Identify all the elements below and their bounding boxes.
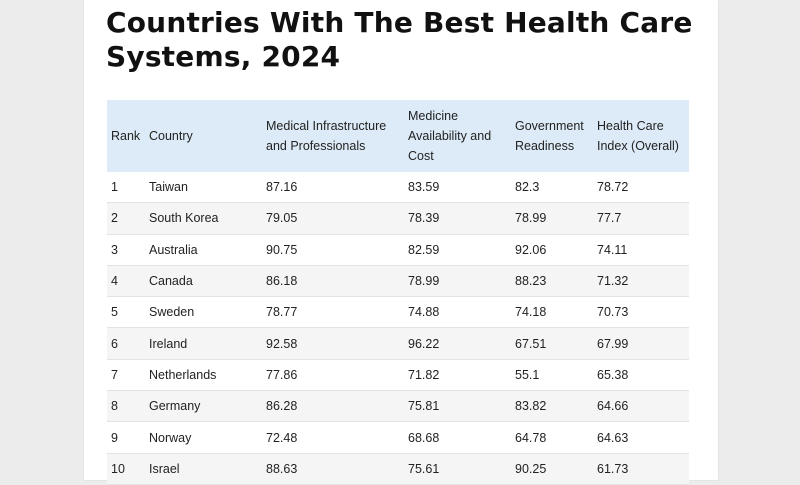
cell-rank: 1 [107,172,145,204]
cell-rank: 2 [107,202,145,235]
cell-rank: 7 [107,359,145,392]
cell-medicine-availability: 78.99 [404,265,511,298]
cell-rank: 9 [107,421,145,454]
cell-medicine-availability: 78.39 [404,202,511,235]
cell-health-care-index: 74.11 [593,234,689,266]
cell-government-readiness: 83.82 [511,390,593,423]
header-country: Country [149,129,193,143]
cell-government-readiness: 64.78 [511,421,593,454]
cell-health-care-index: 71.32 [593,265,689,298]
cell-medicine-availability: 82.59 [404,234,511,266]
table-row: 3 Australia 90.75 82.59 92.06 74.11 [107,234,689,266]
cell-country: South Korea [145,202,262,235]
table-body: 1 Taiwan 87.16 83.59 82.3 78.72 2 South Korea 79… [107,172,689,485]
document-page: Countries With The Best Health Care Syst… [84,0,718,485]
cell-country: Ireland [145,327,262,360]
cell-health-care-index: 64.66 [593,390,689,423]
cell-health-care-index: 65.38 [593,359,689,392]
cell-medical-infrastructure: 86.28 [262,390,404,423]
table-header-row: Rank Country Medical Infrastructure and … [107,100,689,172]
header-health-care-index: Health Care Index (Overall) [597,119,679,153]
cell-country: Canada [145,265,262,298]
cell-health-care-index: 77.7 [593,202,689,235]
cell-medicine-availability: 68.68 [404,421,511,454]
table-row: 9 Norway 72.48 68.68 64.78 64.63 [107,421,689,454]
cell-country: Netherlands [145,359,262,392]
cell-medicine-availability: 83.59 [404,172,511,204]
cell-health-care-index: 70.73 [593,296,689,329]
table-row: 2 South Korea 79.05 78.39 78.99 77.7 [107,202,689,235]
cell-health-care-index: 67.99 [593,327,689,360]
cell-rank: 6 [107,327,145,360]
table-row: 5 Sweden 78.77 74.88 74.18 70.73 [107,296,689,329]
cell-country: Australia [145,234,262,266]
cell-medicine-availability: 74.88 [404,296,511,329]
header-government-readiness: Government Readiness [515,119,584,153]
cell-medicine-availability: 96.22 [404,327,511,360]
table-row: 4 Canada 86.18 78.99 88.23 71.32 [107,265,689,298]
cell-government-readiness: 92.06 [511,234,593,266]
table-row: 8 Germany 86.28 75.81 83.82 64.66 [107,390,689,423]
cell-rank: 3 [107,234,145,266]
table-row: 1 Taiwan 87.16 83.59 82.3 78.72 [107,172,689,204]
cell-medicine-availability: 71.82 [404,359,511,392]
cell-government-readiness: 67.51 [511,327,593,360]
cell-medical-infrastructure: 87.16 [262,172,404,204]
cell-medicine-availability: 75.81 [404,390,511,423]
cell-government-readiness: 78.99 [511,202,593,235]
cell-rank: 4 [107,265,145,298]
health-care-table: Rank Country Medical Infrastructure and … [107,100,689,485]
header-medicine-availability: Medicine Availability and Cost [408,109,492,163]
cell-country: Taiwan [145,172,262,204]
cell-government-readiness: 88.23 [511,265,593,298]
cell-country: Sweden [145,296,262,329]
cell-rank: 5 [107,296,145,329]
cell-medical-infrastructure: 72.48 [262,421,404,454]
header-medical-infrastructure: Medical Infrastructure and Professionals [266,119,387,153]
cell-medical-infrastructure: 77.86 [262,359,404,392]
cell-health-care-index: 64.63 [593,421,689,454]
cell-medical-infrastructure: 92.58 [262,327,404,360]
cell-medical-infrastructure: 79.05 [262,202,404,235]
cell-rank: 8 [107,390,145,423]
cell-country: Norway [145,421,262,454]
page-title: Countries With The Best Health Care Syst… [106,6,693,73]
cell-government-readiness: 55.1 [511,359,593,392]
header-rank: Rank [111,129,141,143]
table-row: 6 Ireland 92.58 96.22 67.51 67.99 [107,327,689,360]
cell-government-readiness: 82.3 [511,172,593,204]
cell-medical-infrastructure: 90.75 [262,234,404,266]
cell-government-readiness: 74.18 [511,296,593,329]
table-row: 7 Netherlands 77.86 71.82 55.1 65.38 [107,359,689,392]
cell-health-care-index: 78.72 [593,172,689,204]
cell-country: Germany [145,390,262,423]
cell-medical-infrastructure: 78.77 [262,296,404,329]
cell-medical-infrastructure: 86.18 [262,265,404,298]
